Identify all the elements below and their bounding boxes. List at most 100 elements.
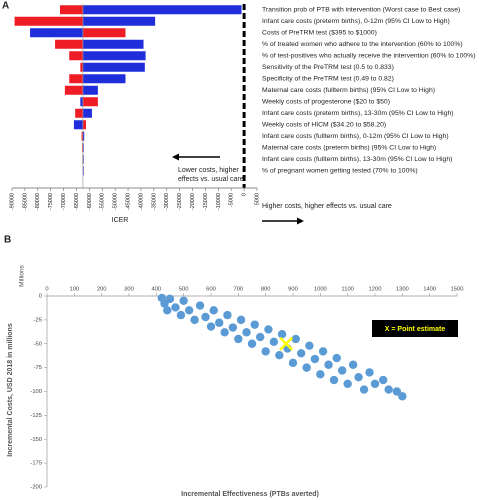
bar bbox=[80, 97, 83, 107]
x-tick-label: 800 bbox=[261, 287, 271, 293]
point bbox=[275, 351, 284, 360]
bar bbox=[82, 108, 92, 118]
point bbox=[190, 315, 199, 325]
point bbox=[215, 318, 224, 327]
category-label: Costs of PreTRM test ($395 to $1000) bbox=[262, 30, 377, 37]
x-tick-label: 1000 bbox=[314, 287, 327, 293]
y-tick-label: -150 bbox=[30, 437, 42, 443]
point bbox=[329, 375, 339, 385]
bar bbox=[82, 39, 144, 49]
point bbox=[184, 306, 194, 315]
panel-b: B Millions Incremental Costs, USD 2018 i… bbox=[4, 235, 463, 498]
point bbox=[247, 339, 257, 348]
y-tick-label: -75 bbox=[34, 365, 42, 371]
x-tick-label: 200 bbox=[97, 287, 107, 293]
x-tick-label: -30000 bbox=[164, 193, 170, 210]
point-estimate bbox=[279, 336, 294, 351]
category-label: Infant care costs (preterm births), 0-12… bbox=[262, 18, 450, 25]
panel-label: B bbox=[4, 235, 11, 246]
point bbox=[348, 360, 358, 369]
panel-label: A bbox=[2, 1, 9, 12]
bar bbox=[80, 62, 83, 72]
x-tick-label: 1200 bbox=[369, 287, 382, 293]
annotation-box bbox=[372, 320, 458, 337]
point bbox=[179, 296, 188, 305]
point bbox=[316, 370, 325, 379]
point bbox=[165, 294, 175, 304]
x-tick-label: -70000 bbox=[61, 193, 67, 210]
arrow-head bbox=[297, 217, 304, 225]
bar bbox=[82, 131, 85, 141]
y-tick-label: -50 bbox=[34, 341, 42, 347]
x-tick-label: -45000 bbox=[126, 193, 132, 210]
x-tick-label: -75000 bbox=[48, 193, 54, 210]
y-tick-label: -175 bbox=[30, 461, 42, 467]
y-unit: Millions bbox=[19, 264, 26, 286]
x-tick-label: -90000 bbox=[9, 193, 15, 210]
category-label: % of test-positives who actually receive… bbox=[262, 53, 475, 60]
category-label: Weekly costs of HICM ($34.20 to $58.20) bbox=[262, 122, 386, 129]
x-axis-title: Incremental Effectiveness (PTBs averted) bbox=[181, 491, 319, 498]
point bbox=[305, 341, 314, 350]
point bbox=[264, 325, 273, 334]
x-tick-label: -40000 bbox=[138, 193, 144, 210]
point bbox=[379, 375, 388, 385]
y-axis-title: Incremental Costs, USD 2018 in millions bbox=[7, 323, 14, 457]
point bbox=[291, 334, 300, 344]
bar bbox=[73, 120, 83, 130]
point bbox=[160, 299, 169, 308]
x-tick-label: 700 bbox=[233, 287, 243, 293]
bar bbox=[82, 154, 84, 164]
x-tick-label: -80000 bbox=[35, 193, 41, 210]
bar bbox=[82, 143, 84, 153]
annotation: Lower costs, higher bbox=[178, 167, 239, 174]
point bbox=[365, 368, 374, 377]
x-tick-label: -65000 bbox=[74, 193, 80, 210]
bar bbox=[55, 39, 83, 49]
y-tick-label: -200 bbox=[30, 485, 42, 491]
bar bbox=[69, 74, 83, 84]
point bbox=[220, 328, 229, 337]
x-tick-label: -25000 bbox=[177, 193, 183, 210]
bar bbox=[81, 131, 83, 141]
category-label: Infant care costs (preterm births), 13-3… bbox=[262, 110, 454, 117]
point bbox=[297, 349, 306, 358]
x-tick-label: -85000 bbox=[22, 193, 28, 210]
point bbox=[209, 306, 218, 315]
point bbox=[242, 328, 251, 337]
x-tick-label: 1500 bbox=[451, 287, 464, 293]
bar bbox=[82, 51, 146, 61]
annotation: Higher costs, higher effects vs. usual c… bbox=[262, 203, 392, 210]
annotation: effects vs. usual care bbox=[178, 176, 244, 183]
x-tick-label: -55000 bbox=[100, 193, 106, 210]
x-tick-label: -50000 bbox=[113, 193, 119, 210]
annotation: X = Point estimate bbox=[385, 326, 446, 333]
bar bbox=[82, 166, 84, 176]
x-tick-label: 1300 bbox=[396, 287, 409, 293]
x-tick-label: -5000 bbox=[229, 193, 235, 207]
x-tick-label: 1400 bbox=[423, 287, 436, 293]
category-label: Infant care costs (fullterm births), 13-… bbox=[262, 156, 452, 163]
category-label: % of pregnant women getting tested (70% … bbox=[262, 168, 418, 175]
bar bbox=[82, 85, 98, 95]
category-label: Sensitivity of the PreTRM test (0.5 to 0… bbox=[262, 64, 394, 71]
point bbox=[359, 385, 369, 394]
x-tick-label: -20000 bbox=[190, 193, 196, 210]
y-tick-label: -25 bbox=[34, 317, 42, 323]
x-tick-label: -35000 bbox=[151, 193, 157, 210]
bar bbox=[59, 5, 83, 15]
point bbox=[354, 372, 363, 382]
point bbox=[370, 379, 380, 389]
x-tick-label: -15000 bbox=[203, 193, 209, 210]
category-label: Transition prob of PTB with intervention… bbox=[262, 7, 460, 14]
point bbox=[318, 347, 328, 356]
point bbox=[384, 385, 393, 394]
bar bbox=[82, 143, 83, 153]
bar bbox=[82, 97, 98, 107]
point bbox=[206, 322, 216, 331]
bar bbox=[82, 16, 156, 26]
category-label: % of treated women who adhere to the int… bbox=[262, 41, 463, 48]
x-tick-label: 600 bbox=[206, 287, 216, 293]
point bbox=[398, 392, 407, 401]
x-tick-label: -60000 bbox=[87, 193, 93, 210]
